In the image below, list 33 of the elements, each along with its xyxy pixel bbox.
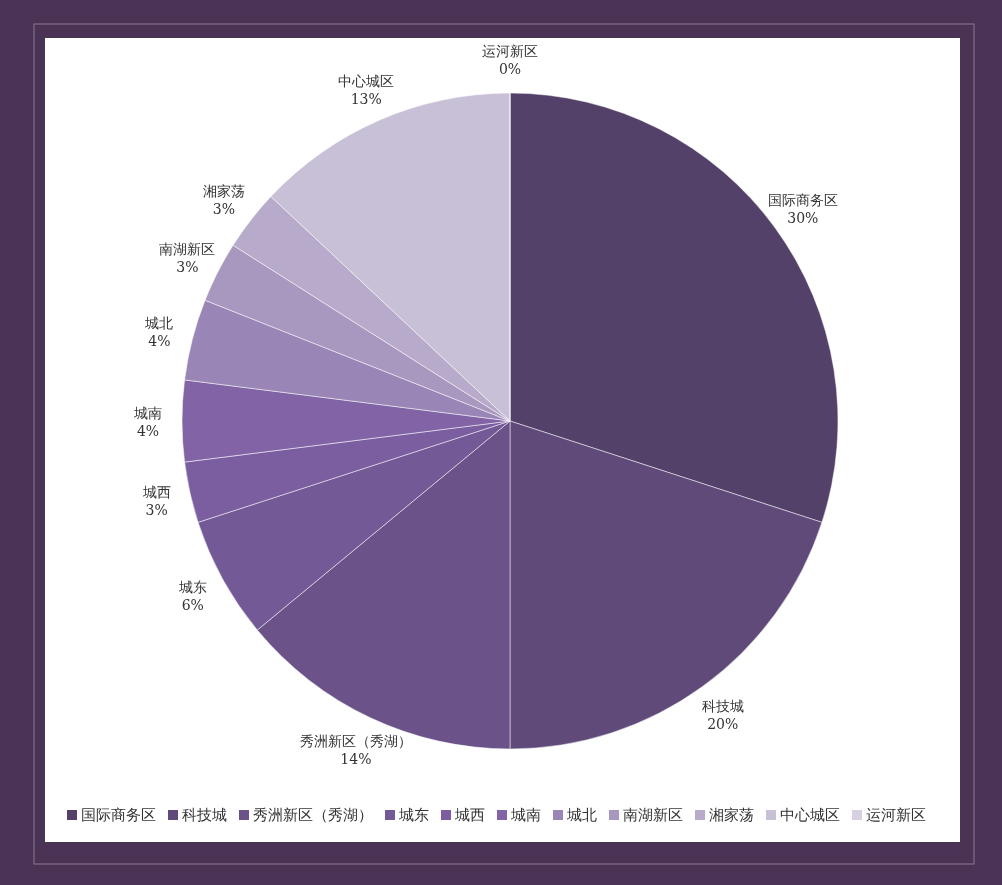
- data-label: 3%: [145, 501, 168, 518]
- legend-label: 湘家荡: [709, 806, 754, 824]
- slice-label: 城西: [141, 483, 171, 500]
- data-label: 14%: [340, 750, 372, 767]
- data-label: 3%: [176, 258, 199, 275]
- data-label: 6%: [181, 597, 204, 614]
- data-label: 4%: [136, 423, 160, 439]
- slice-label: 城南: [133, 405, 162, 421]
- legend-label: 城南: [510, 806, 541, 824]
- slice-label: 城东: [177, 579, 207, 596]
- data-label: 13%: [350, 90, 382, 107]
- slice-label: 南湖新区: [159, 240, 216, 257]
- slice-label: 城北: [144, 314, 174, 331]
- legend-label: 城西: [454, 806, 485, 824]
- slice-label: 秀洲新区（秀湖）: [299, 732, 412, 749]
- legend-label: 南湖新区: [623, 806, 683, 824]
- category-label: 运河新区: [482, 43, 538, 59]
- slice-label: 中心城区: [338, 72, 395, 89]
- legend-label: 秀洲新区（秀湖）: [253, 806, 373, 824]
- slice-label: 科技城: [701, 697, 744, 714]
- legend-label: 城北: [566, 806, 597, 824]
- slice-label: 湘家荡: [202, 183, 245, 200]
- legend-label: 科技城: [182, 806, 227, 824]
- data-label: 20%: [707, 715, 739, 732]
- legend-label: 中心城区: [780, 806, 840, 824]
- text: 0%: [498, 61, 522, 77]
- data-label: 30%: [787, 210, 819, 227]
- legend-label: 运河新区: [866, 806, 926, 824]
- legend-label: 国际商务区: [81, 806, 156, 824]
- data-label: 3%: [212, 201, 236, 218]
- data-label: 4%: [148, 332, 171, 349]
- legend-label: 城东: [398, 806, 429, 824]
- slice-label: 国际商务区: [767, 192, 838, 209]
